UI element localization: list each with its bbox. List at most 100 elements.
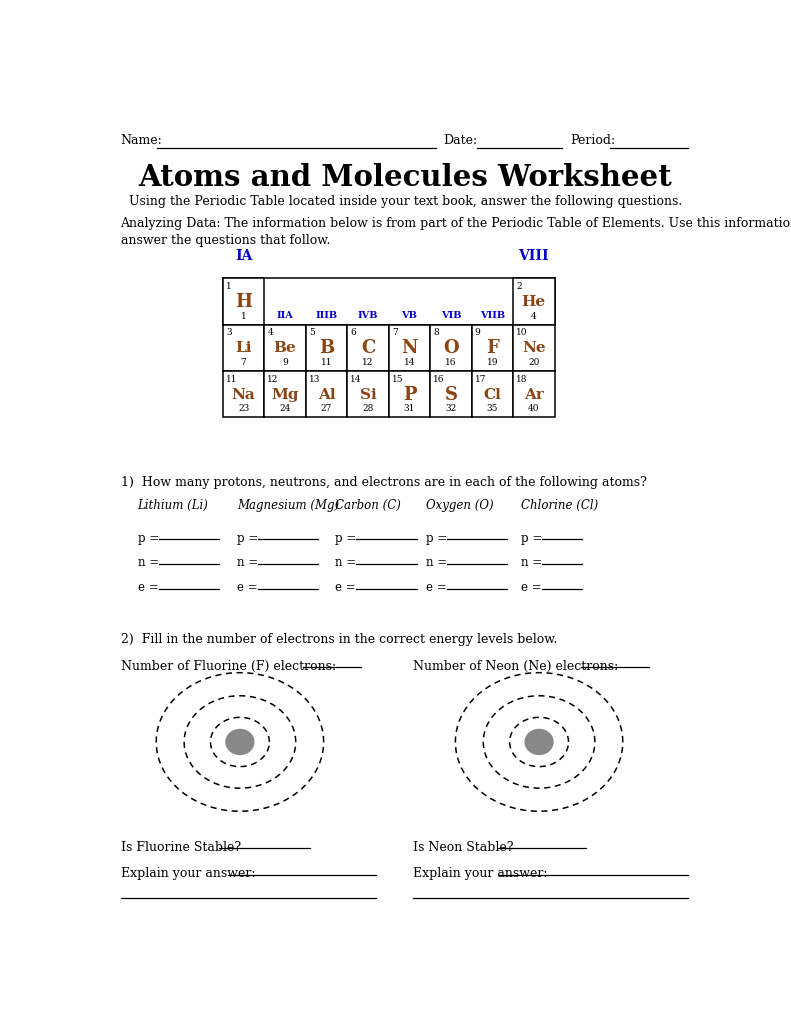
Text: IA: IA [235, 249, 252, 263]
Text: 17: 17 [475, 375, 486, 384]
Text: 27: 27 [321, 404, 332, 413]
Text: Mg: Mg [271, 388, 299, 401]
Text: IIA: IIA [277, 311, 293, 319]
Text: 12: 12 [362, 358, 373, 367]
Text: 15: 15 [392, 375, 403, 384]
Text: He: He [522, 295, 546, 309]
Text: 14: 14 [350, 375, 361, 384]
Bar [223, 325, 264, 371]
Text: 20: 20 [528, 358, 539, 367]
Text: B: B [319, 340, 334, 357]
Text: Using the Periodic Table located inside your text book, answer the following que: Using the Periodic Table located inside … [129, 196, 682, 208]
Text: 7: 7 [240, 358, 247, 367]
Text: Analyzing Data: The information below is from part of the Periodic Table of Elem: Analyzing Data: The information below is… [120, 217, 791, 229]
Text: 4: 4 [267, 329, 273, 338]
Text: VIII: VIII [519, 249, 549, 263]
Text: 7: 7 [392, 329, 398, 338]
Text: Is Fluorine Stable?: Is Fluorine Stable? [120, 841, 244, 854]
Text: 10: 10 [517, 329, 528, 338]
Text: e =: e = [138, 581, 162, 594]
Text: Li: Li [236, 341, 252, 355]
Text: C: C [361, 340, 375, 357]
Bar [513, 279, 554, 325]
Text: 23: 23 [238, 404, 249, 413]
Text: 1: 1 [226, 283, 232, 291]
Text: 16: 16 [433, 375, 445, 384]
Text: 9: 9 [282, 358, 288, 367]
Text: p =: p = [237, 531, 262, 545]
Bar [388, 371, 430, 417]
Text: n =: n = [426, 556, 451, 569]
Text: Cl: Cl [483, 388, 501, 401]
Text: 8: 8 [433, 329, 439, 338]
Text: Be: Be [274, 341, 297, 355]
Text: Magnesium (Mg): Magnesium (Mg) [237, 500, 339, 512]
Text: p =: p = [426, 531, 451, 545]
Text: 9: 9 [475, 329, 480, 338]
Bar [513, 371, 554, 417]
Text: Oxygen (O): Oxygen (O) [426, 500, 494, 512]
Text: p =: p = [521, 531, 547, 545]
Text: Number of Neon (Ne) electrons:: Number of Neon (Ne) electrons: [413, 659, 622, 673]
Bar [430, 371, 471, 417]
Text: 32: 32 [445, 404, 456, 413]
Text: Is Neon Stable?: Is Neon Stable? [413, 841, 517, 854]
Bar [471, 371, 513, 417]
Text: VB: VB [402, 311, 418, 319]
Ellipse shape [525, 729, 553, 755]
Text: Ne: Ne [522, 341, 546, 355]
Bar [223, 279, 264, 325]
Text: Number of Fluorine (F) electrons:: Number of Fluorine (F) electrons: [120, 659, 339, 673]
Text: 1: 1 [240, 311, 247, 321]
Text: VIB: VIB [441, 311, 461, 319]
Bar [513, 325, 554, 371]
Text: 3: 3 [226, 329, 232, 338]
Text: Explain your answer:: Explain your answer: [413, 867, 551, 881]
Text: 13: 13 [309, 375, 320, 384]
Text: Na: Na [232, 388, 255, 401]
Text: 14: 14 [403, 358, 415, 367]
Text: O: O [443, 340, 459, 357]
Text: 5: 5 [309, 329, 315, 338]
Ellipse shape [226, 729, 254, 755]
Text: Chlorine (Cl): Chlorine (Cl) [521, 500, 599, 512]
Bar [347, 325, 388, 371]
Text: 18: 18 [517, 375, 528, 384]
Text: 40: 40 [528, 404, 539, 413]
Bar [430, 325, 471, 371]
Bar [264, 371, 306, 417]
Text: S: S [445, 386, 457, 403]
Bar [306, 325, 347, 371]
Text: n =: n = [138, 556, 162, 569]
Bar [471, 325, 513, 371]
Text: Al: Al [318, 388, 335, 401]
Text: 19: 19 [486, 358, 498, 367]
Text: 1)  How many protons, neutrons, and electrons are in each of the following atoms: 1) How many protons, neutrons, and elect… [120, 476, 646, 489]
Text: 31: 31 [403, 404, 415, 413]
Text: Atoms and Molecules Worksheet: Atoms and Molecules Worksheet [138, 163, 672, 191]
Text: Period:: Period: [570, 134, 615, 146]
Text: answer the questions that follow.: answer the questions that follow. [120, 233, 330, 247]
Text: Name:: Name: [120, 134, 162, 146]
Text: P: P [403, 386, 416, 403]
Text: 4: 4 [531, 311, 537, 321]
Text: p =: p = [138, 531, 163, 545]
Text: 11: 11 [226, 375, 237, 384]
Text: n =: n = [521, 556, 546, 569]
Text: 2)  Fill in the number of electrons in the correct energy levels below.: 2) Fill in the number of electrons in th… [120, 633, 557, 645]
Text: Explain your answer:: Explain your answer: [120, 867, 259, 881]
Text: IIIB: IIIB [316, 311, 338, 319]
Text: N: N [401, 340, 418, 357]
Text: IVB: IVB [358, 311, 378, 319]
Bar [388, 325, 430, 371]
Bar [306, 371, 347, 417]
Text: 2: 2 [517, 283, 522, 291]
Text: 28: 28 [362, 404, 373, 413]
Text: e =: e = [335, 581, 360, 594]
Text: Si: Si [360, 388, 377, 401]
Text: n =: n = [335, 556, 360, 569]
Bar [347, 371, 388, 417]
Text: e =: e = [237, 581, 261, 594]
Text: Date:: Date: [444, 134, 478, 146]
Text: F: F [486, 340, 499, 357]
